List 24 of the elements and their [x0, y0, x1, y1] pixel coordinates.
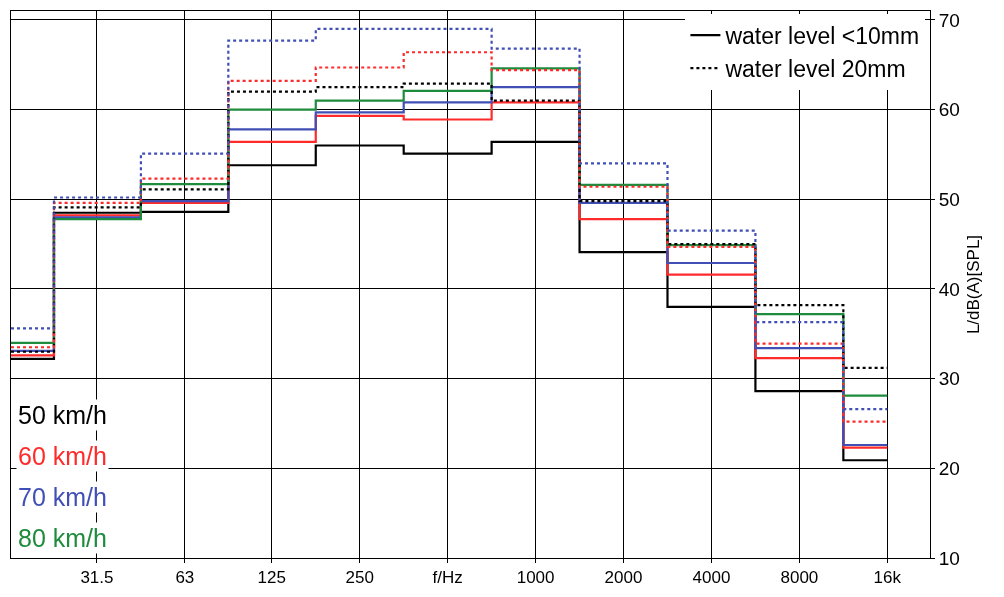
x-tick-label: 1000	[516, 568, 555, 588]
x-tick-label: 8000	[780, 568, 819, 588]
annotation: water level <10mm	[724, 23, 920, 50]
y-tick-label: 50	[938, 188, 960, 210]
x-tick-label: 4000	[692, 568, 731, 588]
x-tick-label: 31.5	[80, 568, 114, 588]
y-tick-label: 40	[938, 278, 960, 300]
text: 80 km/h	[18, 524, 107, 552]
series-label: 50 km/h	[18, 401, 107, 429]
x-tick-label: 16k	[873, 568, 902, 588]
x-tick-label: 250	[345, 568, 374, 588]
y-tick-label: 10	[938, 547, 960, 569]
x-tick-label: 63	[175, 568, 195, 588]
text: 70 km/h	[18, 483, 107, 511]
x-tick-label: 125	[257, 568, 286, 588]
x-tick-label: f/Hz	[432, 568, 463, 588]
y-axis-title: L/dB(A)[SPL]	[964, 234, 984, 335]
x-tick-label: 2000	[604, 568, 643, 588]
text: 60 km/h	[18, 442, 107, 470]
y-tick-label: 20	[938, 457, 960, 479]
y-tick-label: 70	[938, 9, 960, 31]
y-tick-label: 60	[938, 99, 960, 121]
annotation: water level 20mm	[724, 56, 906, 83]
y-tick-label: 30	[938, 368, 960, 390]
